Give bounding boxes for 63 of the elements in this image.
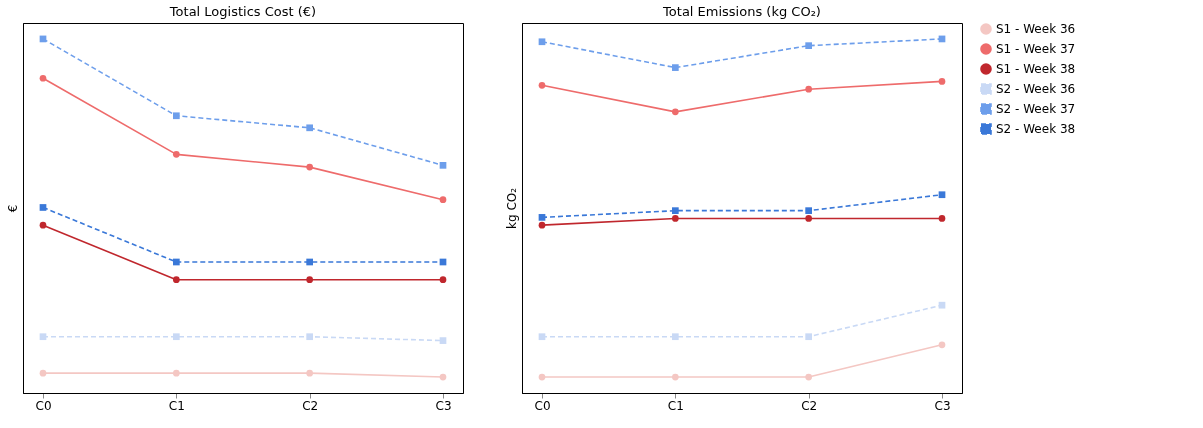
x-tick-label: C3	[435, 398, 452, 413]
legend-label: S1 - Week 36	[996, 22, 1076, 36]
point	[172, 151, 180, 158]
x-tick-label: C1	[667, 398, 684, 413]
point	[938, 191, 946, 199]
legend-label: S2 - Week 37	[996, 102, 1076, 116]
point	[439, 337, 447, 344]
point	[805, 333, 813, 341]
point	[172, 276, 180, 284]
point	[805, 207, 813, 215]
point	[938, 215, 946, 222]
point	[306, 333, 314, 341]
legend-label: S2 - Week 38	[996, 122, 1076, 136]
point	[306, 124, 314, 132]
point	[172, 258, 180, 266]
point	[938, 78, 946, 85]
point	[439, 373, 447, 381]
point	[938, 341, 946, 349]
point	[538, 221, 546, 229]
point	[671, 207, 679, 215]
point	[306, 276, 314, 284]
point	[671, 333, 679, 341]
point	[805, 42, 813, 50]
y-axis-title: kg CO₂	[504, 187, 519, 230]
point	[538, 373, 546, 381]
point	[39, 369, 47, 377]
point	[671, 373, 679, 381]
point	[671, 64, 679, 71]
point	[671, 215, 679, 222]
point	[439, 161, 447, 169]
point	[538, 38, 546, 46]
point	[172, 369, 180, 377]
point	[172, 333, 180, 341]
point	[306, 258, 314, 266]
point	[805, 215, 813, 222]
x-tick-label: C0	[534, 398, 551, 413]
point	[39, 333, 47, 341]
point	[938, 301, 946, 309]
point	[538, 214, 546, 221]
point	[306, 163, 314, 171]
legend-label: S2 - Week 36	[996, 82, 1076, 96]
point	[39, 204, 47, 211]
point	[805, 373, 813, 381]
point	[39, 74, 47, 82]
point	[671, 108, 679, 116]
point	[306, 369, 314, 377]
x-tick-label: C0	[35, 398, 52, 413]
y-axis-title: €	[5, 204, 20, 213]
point	[172, 112, 180, 120]
x-tick-label: C2	[801, 398, 818, 413]
point	[805, 85, 813, 93]
chart-title: Total Emissions (kg CO₂)	[662, 4, 821, 19]
point	[439, 276, 447, 284]
point	[439, 196, 447, 204]
point	[538, 333, 546, 341]
x-tick-label: C2	[302, 398, 319, 413]
x-tick-label: C1	[168, 398, 185, 413]
x-tick-label: C3	[934, 398, 951, 413]
point	[538, 81, 546, 89]
legend-label: S1 - Week 37	[996, 42, 1076, 56]
chart-title: Total Logistics Cost (€)	[168, 4, 317, 19]
point	[39, 221, 47, 229]
legend-label: S1 - Week 38	[996, 62, 1076, 76]
